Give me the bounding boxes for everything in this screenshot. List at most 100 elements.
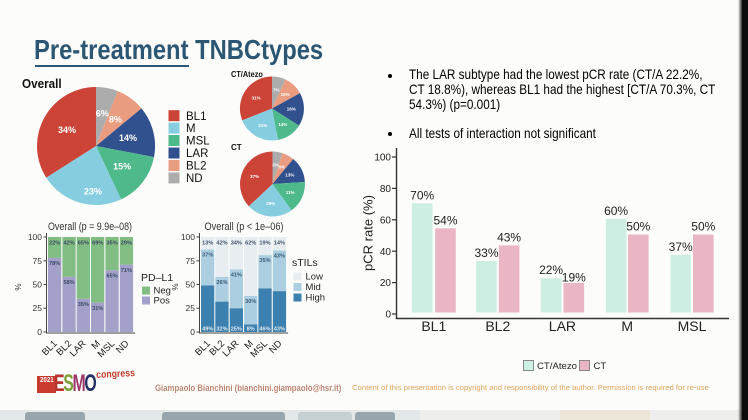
svg-text:69%: 69% (92, 240, 103, 246)
svg-text:43%: 43% (274, 254, 285, 260)
svg-text:BL1: BL1 (186, 111, 206, 123)
svg-text:Overall (p < 1e–06): Overall (p < 1e–06) (205, 221, 284, 233)
svg-text:37%: 37% (250, 174, 259, 179)
svg-text:60: 60 (380, 215, 392, 226)
svg-text:16%: 16% (287, 107, 296, 112)
svg-text:23%: 23% (84, 187, 102, 197)
svg-text:%: % (14, 283, 23, 290)
svg-text:100: 100 (181, 232, 195, 242)
svg-text:0: 0 (37, 327, 42, 337)
svg-text:37%: 37% (669, 240, 693, 254)
svg-text:25%: 25% (231, 327, 242, 333)
svg-text:ND: ND (114, 338, 132, 356)
svg-text:70%: 70% (410, 188, 434, 202)
svg-text:0: 0 (190, 327, 195, 337)
svg-text:8%: 8% (247, 327, 255, 333)
svg-text:%: % (171, 283, 180, 290)
svg-text:MSL: MSL (186, 136, 210, 148)
svg-text:CT/Atezo: CT/Atezo (537, 361, 577, 372)
svg-text:32%: 32% (216, 327, 227, 333)
svg-text:43%: 43% (497, 230, 521, 244)
svg-text:13%: 13% (285, 173, 294, 178)
svg-text:65%: 65% (106, 273, 117, 279)
svg-text:75: 75 (186, 256, 196, 266)
svg-text:100: 100 (374, 153, 391, 164)
svg-text:7%: 7% (273, 87, 280, 92)
svg-text:50: 50 (33, 280, 43, 290)
svg-text:PD–L1: PD–L1 (141, 272, 173, 284)
svg-text:LAR: LAR (186, 148, 208, 160)
svg-text:13%: 13% (202, 240, 213, 246)
svg-text:Neg: Neg (154, 286, 171, 297)
svg-text:21%: 21% (258, 123, 267, 128)
svg-text:sTILs: sTILs (292, 257, 318, 269)
svg-text:0: 0 (385, 310, 391, 321)
svg-text:LAR: LAR (68, 338, 89, 359)
svg-text:31%: 31% (92, 306, 103, 312)
svg-text:40: 40 (380, 247, 392, 258)
svg-text:14%: 14% (274, 240, 285, 246)
svg-text:BL1: BL1 (421, 318, 446, 334)
svg-text:Mid: Mid (306, 282, 321, 293)
svg-text:75: 75 (33, 256, 43, 266)
svg-text:Pos: Pos (154, 296, 171, 307)
svg-text:65%: 65% (78, 240, 89, 246)
svg-text:71%: 71% (121, 268, 132, 274)
svg-text:35%: 35% (259, 258, 270, 264)
svg-text:60%: 60% (604, 204, 628, 218)
svg-text:58%: 58% (63, 280, 74, 286)
svg-text:15%: 15% (113, 161, 131, 171)
svg-text:30%: 30% (245, 299, 256, 305)
svg-text:43%: 43% (274, 327, 285, 333)
svg-text:CT: CT (594, 361, 607, 372)
svg-text:BL2: BL2 (186, 161, 206, 173)
svg-text:34%: 34% (231, 240, 242, 246)
svg-text:41%: 41% (231, 273, 242, 279)
svg-text:19%: 19% (259, 240, 270, 246)
svg-text:62%: 62% (245, 240, 256, 246)
svg-text:20: 20 (380, 278, 392, 289)
svg-text:50%: 50% (691, 220, 715, 234)
svg-text:80: 80 (380, 184, 392, 195)
svg-text:22%: 22% (539, 263, 563, 277)
svg-text:35%: 35% (106, 240, 117, 246)
svg-text:100: 100 (28, 232, 42, 242)
svg-text:22%: 22% (49, 240, 60, 246)
svg-text:29%: 29% (121, 240, 132, 246)
svg-text:LAR: LAR (549, 318, 576, 334)
svg-text:29%: 29% (266, 201, 275, 206)
svg-text:34%: 34% (58, 125, 76, 135)
svg-text:50%: 50% (626, 220, 650, 234)
svg-text:46%: 46% (259, 327, 270, 333)
svg-text:BL2: BL2 (485, 318, 510, 334)
svg-text:ND: ND (186, 173, 203, 185)
svg-text:49%: 49% (202, 327, 213, 333)
svg-text:LAR: LAR (221, 338, 242, 359)
svg-text:8%: 8% (109, 114, 122, 124)
svg-text:5%: 5% (272, 162, 279, 167)
svg-text:MSL: MSL (678, 318, 707, 334)
svg-text:25: 25 (33, 303, 43, 313)
svg-text:54%: 54% (433, 213, 457, 227)
svg-text:11%: 11% (286, 190, 295, 195)
svg-text:M: M (186, 123, 196, 135)
svg-text:78%: 78% (49, 261, 60, 267)
svg-text:6%: 6% (279, 165, 286, 170)
svg-text:50: 50 (186, 280, 196, 290)
svg-text:14%: 14% (278, 122, 287, 127)
svg-text:37%: 37% (202, 253, 213, 259)
svg-text:14%: 14% (119, 133, 137, 143)
svg-text:pCR rate (%): pCR rate (%) (361, 195, 376, 271)
svg-text:31%: 31% (252, 95, 261, 100)
svg-text:M: M (621, 318, 633, 334)
svg-text:Low: Low (306, 272, 324, 283)
svg-text:10%: 10% (281, 92, 290, 97)
svg-text:42%: 42% (63, 240, 74, 246)
svg-text:42%: 42% (216, 240, 227, 246)
svg-text:19%: 19% (562, 270, 586, 284)
svg-text:ND: ND (267, 338, 285, 356)
svg-text:26%: 26% (216, 280, 227, 286)
svg-text:High: High (306, 293, 326, 304)
svg-text:25: 25 (186, 303, 196, 313)
svg-text:33%: 33% (474, 246, 498, 260)
